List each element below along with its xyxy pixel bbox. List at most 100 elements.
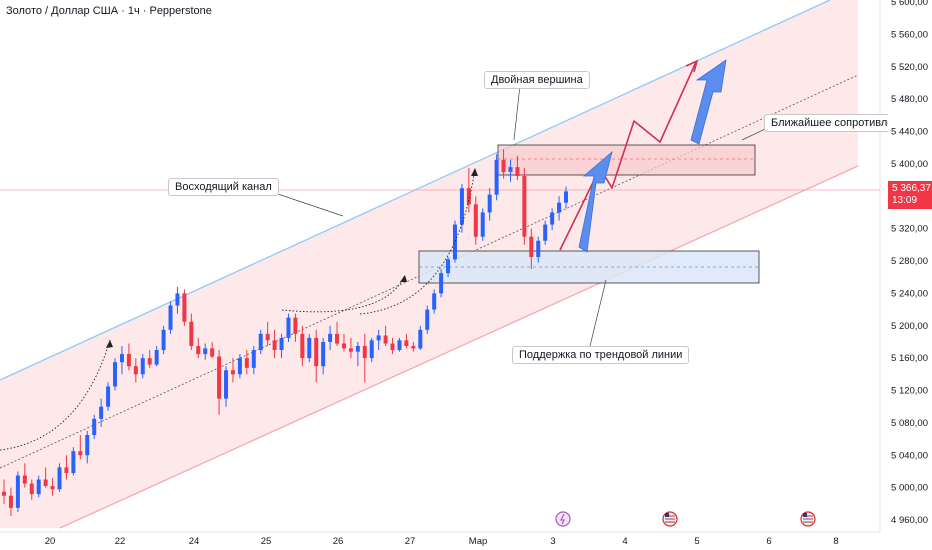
time-tick-label: 20 [45,536,56,547]
current-price-tag: 5 366,37 13:09 [888,181,932,209]
candle-body [376,335,381,341]
annotation-double-top[interactable]: Двойная вершина [484,71,590,89]
resistance-zone [497,144,756,176]
candle-body [175,293,180,306]
price-tick-label: 5 320,00 [891,224,928,235]
candle-body [550,212,555,225]
candle-body [341,343,346,349]
candle-body [272,340,277,351]
price-tick-label: 5 560,00 [891,29,928,40]
candle-body [71,451,76,474]
candle-body [543,224,548,241]
candle-body [78,451,83,456]
time-axis: 20 22 24 25 26 27 Мар 3 4 5 6 8 [0,531,880,547]
bar-countdown: 13:09 [892,195,918,206]
price-axis-bg [880,0,932,550]
candle-body [230,370,235,375]
projection-path-arrowhead [685,59,699,73]
candle-body [36,479,41,495]
leader-double-top [513,84,521,141]
projection-curve-2 [281,274,406,313]
curve-arrowhead-3 [471,168,478,176]
projection-curve-3 [359,167,476,315]
price-tick-label: 5 600,00 [891,0,928,8]
candle-body [529,236,534,257]
annotation-channel[interactable]: Восходящий канал [168,178,279,196]
candle-body [2,491,6,496]
time-tick-label: 5 [694,536,699,547]
candle-body [251,350,256,368]
candle-body [452,224,457,260]
candle-body [99,406,104,419]
time-tick-label: 8 [833,536,838,547]
candle-body [126,354,131,367]
candle-body [383,335,388,344]
candle-body [154,350,159,365]
candles [2,149,568,516]
candle-body [85,435,90,456]
candle-body [57,467,62,490]
candle-body [473,204,478,237]
channel-midline [0,74,859,469]
candle-body [487,194,492,213]
lightning-icon [555,511,571,527]
leader-support [589,279,607,347]
flag-canton [665,513,669,517]
time-tick-label: Мар [469,536,488,547]
candle-body [418,329,423,349]
candle-body [466,188,471,205]
candle-body [286,317,291,338]
time-tick-label: 25 [261,536,272,547]
candle-body [293,317,298,334]
candle-body [203,348,208,355]
candle-body [140,358,145,375]
price-tick-label: 5 520,00 [891,62,928,73]
candle-body [300,333,305,359]
candle-body [265,333,270,341]
candle-body [362,345,367,359]
price-tick-label: 5 120,00 [891,386,928,397]
price-tick-label: 5 200,00 [891,321,928,332]
annotation-support[interactable]: Поддержка по трендовой линии [512,346,690,364]
candle-body [92,418,97,436]
candle-body [196,345,201,355]
candle-body [168,305,173,330]
candle-body [64,467,69,474]
curve-arrowhead-1 [106,340,113,348]
candle-body [328,333,333,342]
candle-body [522,176,527,237]
candle-body [397,340,402,351]
candle-body [459,188,464,225]
candle-body [501,159,506,172]
candle-body [432,293,437,310]
candle-body [564,191,568,203]
candle-body [390,343,395,351]
time-tick-label: 24 [189,536,200,547]
time-tick-label: 3 [550,536,555,547]
candle-body [355,345,360,352]
annotation-resistance[interactable]: Ближайшее сопротивлени [764,114,888,132]
candle-body [29,483,34,495]
price-tick-label: 5 000,00 [891,483,928,494]
candle-body [446,259,451,274]
candle-body [515,167,520,177]
zones [0,144,880,284]
price-tick-label: 5 480,00 [891,94,928,105]
candle-body [210,348,215,357]
channel-lower-line [59,165,859,529]
time-tick-label: 22 [115,536,126,547]
candle-body [147,358,152,365]
curve-arrowhead-2 [400,275,407,282]
candle-body [15,475,20,508]
price-tick-label: 5 440,00 [891,127,928,138]
leader-resistance [741,128,766,141]
candle-body [106,386,111,407]
lightning-glyph [560,513,565,525]
price-tick-label: 5 040,00 [891,450,928,461]
drawings [0,59,816,527]
candle-body [237,358,242,375]
candle-body [224,370,229,399]
price-tick-label: 5 160,00 [891,353,928,364]
